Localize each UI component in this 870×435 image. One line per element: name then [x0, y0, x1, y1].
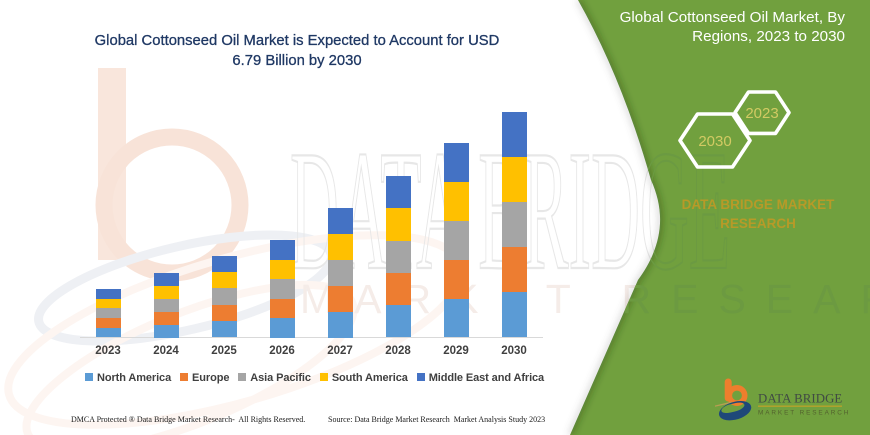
- svg-text:2030: 2030: [698, 133, 731, 150]
- svg-text:2023: 2023: [745, 105, 778, 122]
- svg-text:MARKET RESEARCH: MARKET RESEARCH: [758, 410, 850, 417]
- svg-text:DATA BRIDGE: DATA BRIDGE: [758, 392, 842, 406]
